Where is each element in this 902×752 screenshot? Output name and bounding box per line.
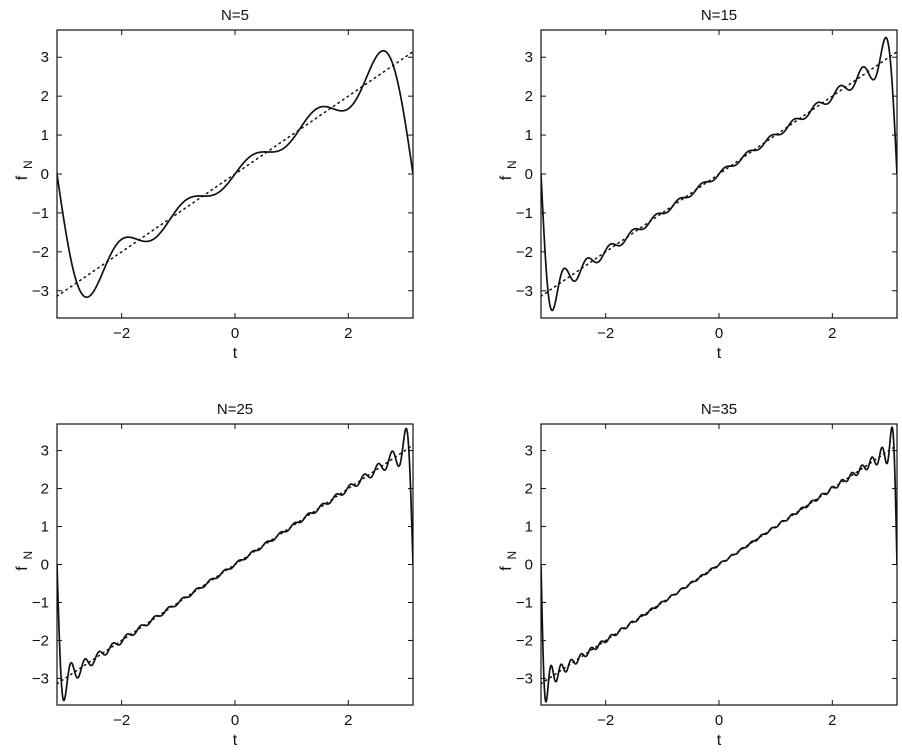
y-axis-label: fN xyxy=(14,160,35,180)
x-tick-label: 2 xyxy=(344,325,352,342)
y-tick-label: −3 xyxy=(516,670,533,687)
y-tick-label: 0 xyxy=(525,557,533,574)
y-tick-label: 1 xyxy=(525,127,533,144)
x-tick-label: 0 xyxy=(231,712,239,729)
y-tick-label: 2 xyxy=(525,88,533,105)
y-axis-label-subscript: N xyxy=(505,160,519,169)
fourier-curve xyxy=(57,49,413,299)
x-tick-label: 2 xyxy=(828,325,836,342)
y-tick-label: −1 xyxy=(516,205,533,222)
y-tick-label: 1 xyxy=(525,519,533,536)
y-tick-label: 3 xyxy=(41,49,49,66)
y-tick-label: −1 xyxy=(516,594,533,611)
y-tick-label: 3 xyxy=(525,443,533,460)
y-axis-label-main: f xyxy=(498,175,515,180)
y-axis-label: fN xyxy=(14,551,35,571)
panel-title: N=5 xyxy=(221,7,249,24)
y-tick-label: 2 xyxy=(525,481,533,498)
x-tick-label: 0 xyxy=(231,325,239,342)
fourier-curve xyxy=(541,36,897,312)
x-tick-label: −2 xyxy=(597,712,614,729)
x-axis-label: t xyxy=(233,732,238,749)
x-tick-label: 2 xyxy=(344,712,352,729)
y-tick-label: 3 xyxy=(525,49,533,66)
y-tick-label: 1 xyxy=(41,127,49,144)
y-axis-label-main: f xyxy=(14,175,31,180)
panel-title: N=15 xyxy=(701,7,737,24)
x-tick-label: −2 xyxy=(597,325,614,342)
y-tick-label: −3 xyxy=(516,283,533,300)
y-axis-label-subscript: N xyxy=(505,551,519,560)
x-axis-label: t xyxy=(233,345,238,362)
y-tick-label: 0 xyxy=(41,557,49,574)
y-axis-label-subscript: N xyxy=(21,551,35,560)
x-axis-label: t xyxy=(717,345,722,362)
y-axis-label-main: f xyxy=(498,566,515,571)
y-tick-label: −2 xyxy=(32,244,49,261)
y-axis-label: fN xyxy=(498,551,519,571)
y-tick-label: 0 xyxy=(525,166,533,183)
y-tick-label: 1 xyxy=(41,519,49,536)
panel-title: N=25 xyxy=(217,401,253,418)
y-tick-label: −3 xyxy=(32,670,49,687)
x-tick-label: −2 xyxy=(113,712,130,729)
panel-title: N=35 xyxy=(701,401,737,418)
y-tick-label: −2 xyxy=(516,244,533,261)
y-tick-label: −1 xyxy=(32,205,49,222)
fourier-curve xyxy=(57,427,413,702)
fourier-curve xyxy=(541,426,897,703)
x-tick-label: −2 xyxy=(113,325,130,342)
y-tick-label: −2 xyxy=(516,632,533,649)
y-tick-label: 0 xyxy=(41,166,49,183)
y-tick-label: 2 xyxy=(41,481,49,498)
y-tick-label: 2 xyxy=(41,88,49,105)
x-axis-label: t xyxy=(717,732,722,749)
y-tick-label: 3 xyxy=(41,443,49,460)
x-tick-label: 0 xyxy=(715,325,723,342)
y-axis-label-subscript: N xyxy=(21,160,35,169)
y-tick-label: −2 xyxy=(32,632,49,649)
y-tick-label: −3 xyxy=(32,283,49,300)
y-axis-label-main: f xyxy=(14,566,31,571)
x-tick-label: 0 xyxy=(715,712,723,729)
x-tick-label: 2 xyxy=(828,712,836,729)
y-axis-label: fN xyxy=(498,160,519,180)
y-tick-label: −1 xyxy=(32,594,49,611)
